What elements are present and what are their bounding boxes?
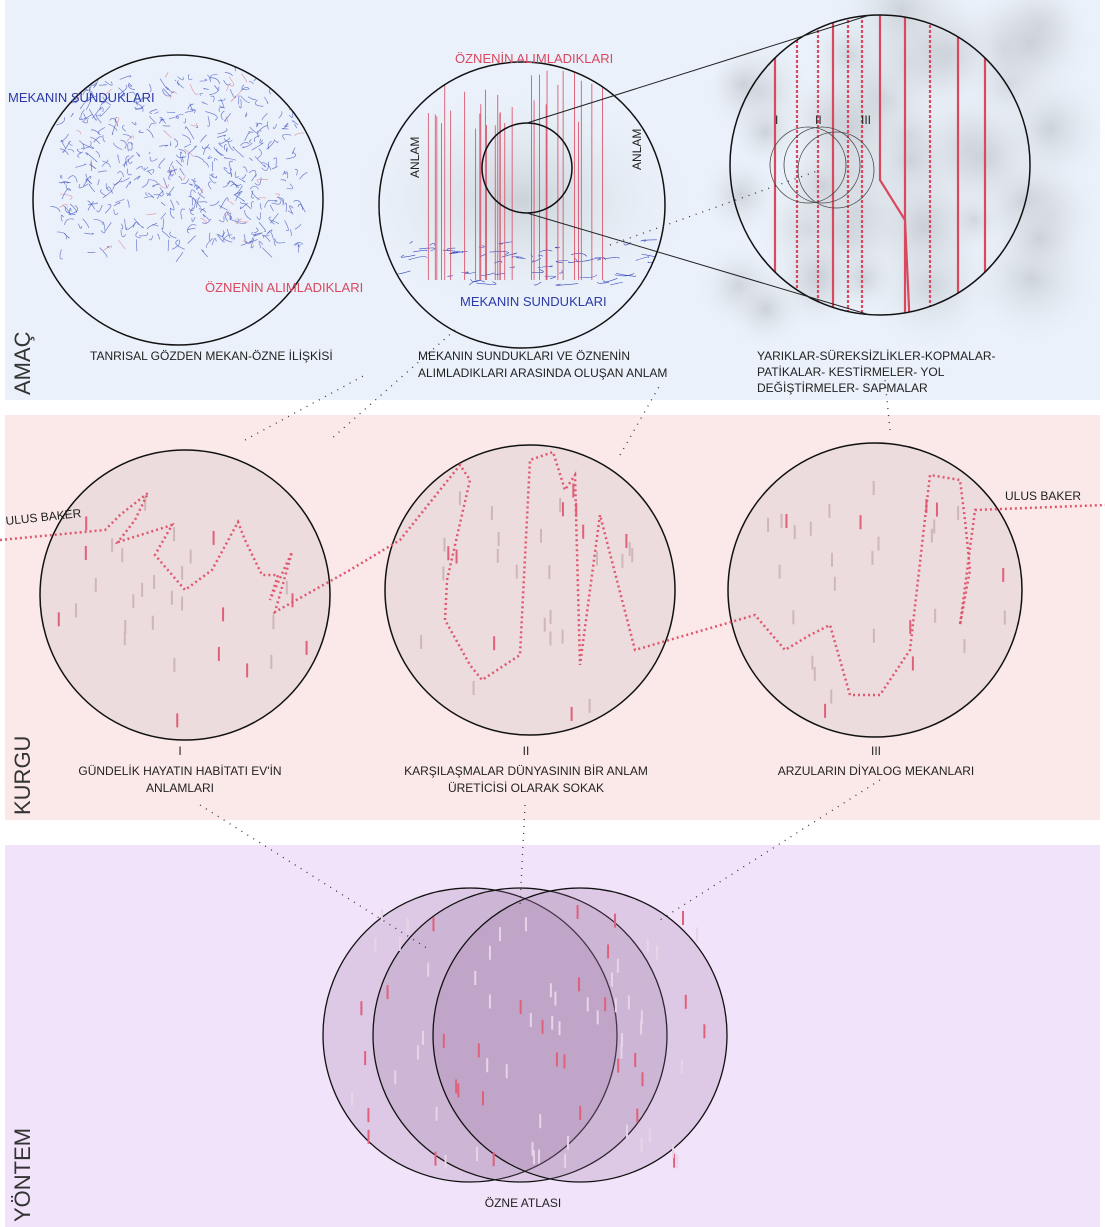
fog: [701, 156, 780, 235]
circle: [728, 443, 1022, 737]
section-label: YÖNTEM: [10, 1128, 35, 1222]
numeral: II: [523, 744, 530, 758]
fog: [829, 244, 898, 313]
numeral: III: [871, 744, 881, 758]
caption: ÜRETİCİSİ OLARAK SOKAK: [448, 781, 604, 795]
circle: [385, 445, 675, 735]
caption: ALIMLADIKLARI ARASINDA OLUŞAN ANLAM: [418, 366, 667, 380]
numeral: I: [775, 113, 778, 127]
caption: MEKANIN SUNDUKLARI VE ÖZNENİN: [418, 349, 630, 363]
numeral: II: [815, 113, 822, 127]
numeral: III: [861, 113, 871, 127]
fog: [710, 51, 776, 117]
path-label: ULUS BAKER: [1005, 489, 1081, 503]
caption: KARŞILAŞMALAR DÜNYASININ BİR ANLAM: [404, 764, 648, 778]
circle-label: MEKANIN SUNDUKLARI: [8, 90, 155, 105]
caption: GÜNDELİK HAYATIN HABİTATI EV'İN: [78, 764, 281, 778]
circle: [433, 888, 727, 1182]
circle-label: ANLAM: [408, 137, 422, 178]
circle-label: ÖZNENİN ALIMLADIKLARI: [455, 51, 613, 66]
caption: PATİKALAR- KESTİRMELER- YOL: [757, 365, 945, 379]
caption: DEĞİŞTİRMELER- SAPMALAR: [757, 380, 928, 395]
caption: ÖZNE ATLASI: [485, 1196, 561, 1210]
circle-label: ÖZNENİN ALIMLADIKLARI: [205, 280, 363, 295]
caption: ARZULARIN DİYALOG MEKANLARI: [778, 764, 975, 778]
caption: ANLAMLARI: [146, 781, 214, 795]
circle-label: MEKANIN SUNDUKLARI: [460, 294, 607, 309]
section-label: KURGU: [10, 736, 35, 815]
caption: TANRISAL GÖZDEN MEKAN-ÖZNE İLİŞKİSİ: [90, 349, 333, 363]
section-label: AMAÇ: [10, 331, 35, 395]
diagram: AMAÇ KURGU YÖNTEM MEKANIN SUNDUKLARI ÖZN…: [0, 0, 1105, 1227]
circle: [40, 450, 330, 740]
caption: YARIKLAR-SÜREKSİZLİKLER-KOPMALAR-: [757, 349, 996, 363]
numeral: I: [178, 744, 181, 758]
circle-label: ANLAM: [630, 129, 644, 170]
